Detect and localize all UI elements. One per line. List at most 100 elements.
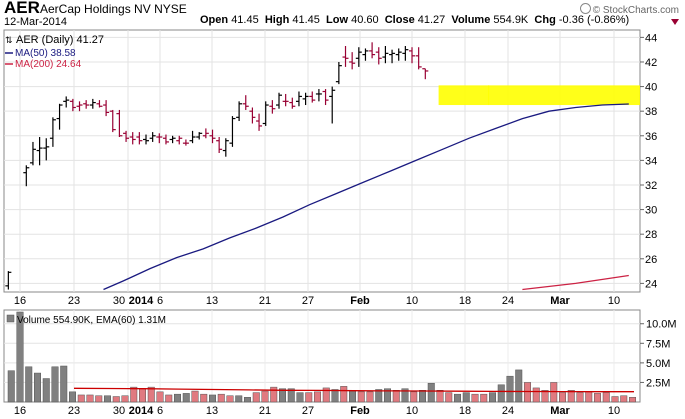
volume-bar [156,391,164,403]
volume-bar [585,391,593,403]
price-tick-label: 28 [645,229,657,241]
chg-value: -0.36 (-0.86%) [558,14,630,26]
volume-panel [3,309,641,403]
chart-header: AER AerCap Holdings NV NYSE 12-Mar-2014 … [0,0,685,30]
stockcharts-logo-icon [579,3,591,14]
x-tick-label: 23 [68,295,80,307]
ohlc-legend-icon: ⇅ [5,35,13,45]
volume-bar [392,390,400,403]
x-tick-label-volume: 23 [68,405,80,417]
high-label: High [264,14,290,26]
x-tick-label: 24 [502,295,514,307]
x-tick-label: 30 [113,295,125,307]
highlight-band [438,85,490,106]
ohlc-bar [56,103,63,130]
ema60-line [73,387,634,393]
x-tick-label: Feb [350,295,370,307]
ohlc-bar [143,134,150,145]
volume-legend-swatch [6,314,15,323]
volume-bar [77,394,85,403]
ohlc-bar [295,91,302,107]
volume-bar [314,391,321,403]
x-tick-label-volume: 16 [14,405,26,417]
volume-bar [357,391,365,403]
volume-bar [340,386,348,403]
ohlc-bar [63,96,70,108]
ohlc-bar [116,109,123,138]
x-tick-label-volume: 27 [302,405,314,417]
volume-tick-label: 5.0M [646,358,670,370]
ohlc-bar [202,128,209,139]
ma50-line [103,103,629,291]
x-tick-label-volume: Mar [550,405,570,417]
ohlc-bar [276,92,283,109]
volume-bar [524,382,531,403]
ohlc-bar [282,93,289,107]
ohlc-bar [69,98,76,112]
volume-bar [147,386,155,403]
ohlc-bar [176,135,183,145]
volume-bar [410,391,418,403]
volume-bar [16,311,24,403]
volume-bar [427,382,435,403]
volume-bar [559,392,566,403]
volume-bar [331,389,339,403]
volume-bar [200,393,208,403]
volume-bar [130,386,138,403]
x-tick-label: 2014 [129,295,154,307]
close-label: Close [384,14,415,26]
volume-bar [51,366,59,403]
volume-bar [252,392,260,403]
x-tick-label: 18 [459,295,471,307]
volume-bar [497,384,505,403]
credit-text: © StockCharts.com [592,5,679,16]
price-tick-label: 40 [645,82,657,94]
company-line: AerCap Holdings NV NYSE [40,2,187,16]
ohlc-bar [23,165,30,187]
volume-bar [401,388,409,403]
ohlc-bar [209,129,216,144]
volume-bar [104,395,111,403]
volume-bar [567,390,575,403]
volume-bar [541,390,549,403]
down-arrow-icon [671,19,679,25]
price-tick-label: 38 [645,106,657,118]
volume-bar [602,392,610,403]
low-value: 40.60 [351,14,379,26]
volume-bar [611,396,619,403]
ohlc-bar [249,107,256,124]
ohlc-bar [136,132,143,145]
price-tick-label: 42 [645,57,657,69]
x-tick-label-volume: 2014 [129,405,154,417]
ohlc-bar [76,101,83,112]
volume-bar [515,369,523,403]
ohlc-bar [189,130,196,144]
volume-bar [296,392,304,403]
x-tick-label-volume: 6 [157,405,163,417]
price-tick-label: 32 [645,180,657,192]
ohlc-bar [269,100,276,114]
open-label: Open [200,14,229,26]
x-tick-label-volume: Feb [350,405,370,417]
ohlc-bar [375,47,382,65]
price-tick-label: 30 [645,205,657,217]
x-tick-label: 10 [406,295,418,307]
close-value: 41.27 [417,14,446,26]
ohlc-bar [103,100,110,117]
volume-bar [471,393,479,403]
volume-bar [42,378,50,403]
ohlc-bar [409,47,416,64]
stockcharts-credit[interactable]: © StockCharts.com [579,3,679,16]
x-tick-label-volume: 10 [406,405,418,417]
ohlc-bar [149,132,156,142]
ohlc-bar [123,130,130,142]
ohlc-bar [389,49,396,64]
volume-bar [209,394,216,403]
volume-bar [629,397,636,403]
ohlc-bar [402,45,409,61]
price-tick-label: 34 [645,155,657,167]
x-tick-label-volume: 18 [459,405,471,417]
open-value: 41.45 [231,14,259,26]
volume-value: 554.9K [493,14,529,26]
price-tick-label: 24 [645,278,657,290]
